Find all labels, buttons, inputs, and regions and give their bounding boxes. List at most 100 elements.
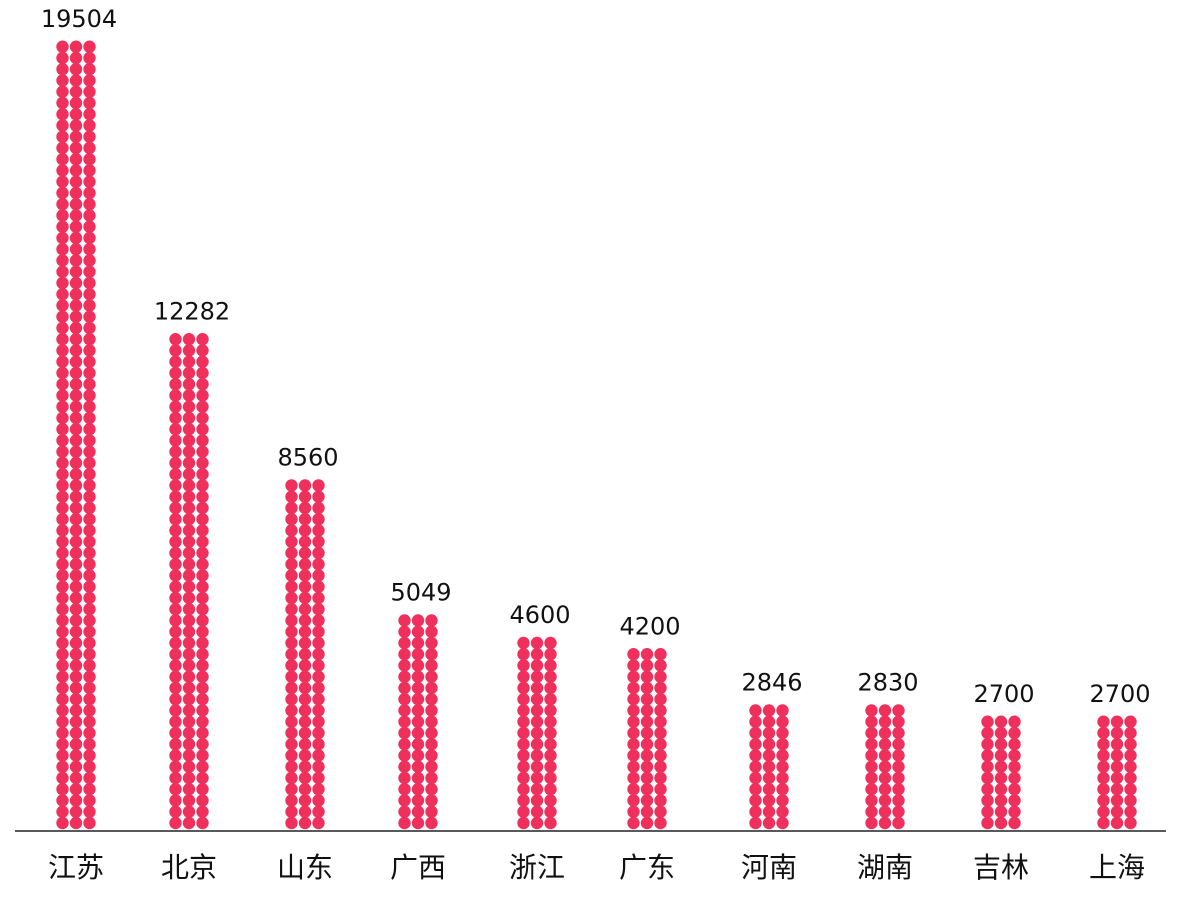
bar-dot [56,63,69,76]
bar-dot [1008,783,1021,796]
bar-dot [411,614,425,627]
bar-dot [892,726,905,740]
bar-dot [69,400,83,413]
bar-dot [69,738,83,751]
bar-dot [285,805,298,818]
bar-dot [83,175,96,188]
bar-dot [83,569,96,582]
bar-dot [169,681,182,695]
bar-dot [865,738,878,751]
bar-dot [285,704,298,717]
bar-dot [182,378,196,391]
bar-dot [517,648,530,661]
bar-dot [182,423,196,436]
bar-dot [530,659,544,672]
bar-dot [654,704,667,717]
bar-dot [285,648,298,661]
bar-dot [285,816,298,830]
bar-dot [69,805,83,818]
bar-dot [892,715,905,728]
bar-dot [312,524,325,537]
bar-dot [285,771,298,785]
bar-dot [517,726,530,740]
bar-dot [83,85,96,98]
bar-dot [517,760,530,773]
bar-dot [56,524,69,537]
bar-dot [169,366,182,380]
bar-dot [196,400,209,413]
bar-dot [981,783,994,796]
bar-dot [169,524,182,537]
bar-dot [544,771,557,785]
bar-dot [285,715,298,728]
bar-dot [1008,760,1021,773]
bar-dot [196,333,209,346]
bar-dot [56,569,69,582]
bar-dot [83,423,96,436]
bar-dot [182,636,196,650]
bar-dot [544,670,557,683]
bar-dot [83,51,96,65]
bar-dot [994,816,1008,830]
bar-dot [398,805,411,818]
bar-dot [312,546,325,560]
bar-dot [169,400,182,413]
bar-dot [56,130,69,143]
bar-dot [425,636,438,650]
bar-dot [182,794,196,807]
bar-dot [312,513,325,526]
bar-dot [69,63,83,76]
bar-dot [627,794,640,807]
bar-dot [411,636,425,650]
bar-dot [762,749,776,762]
bar-dot [285,693,298,706]
bar-dot [530,704,544,717]
bar-dot [640,715,654,728]
bar-dot [285,681,298,695]
bar-dot [196,411,209,425]
bar-dot [425,704,438,717]
bar-dot [517,794,530,807]
bar-dot [56,805,69,818]
bar-dot [56,636,69,650]
bar-湖南 [865,704,905,830]
bar-dot [425,681,438,695]
bar-dot [994,738,1008,751]
bar-dot [69,479,83,492]
bar-dot [878,760,892,773]
bar-dot [69,704,83,717]
bar-dot [83,490,96,503]
bar-dot [640,805,654,818]
bar-dot [182,524,196,537]
bar-dot [83,546,96,560]
bar-dot [69,276,83,290]
bar-dot [398,636,411,650]
bar-dot [83,310,96,323]
bar-dot [425,794,438,807]
bar-dot [994,783,1008,796]
bar-dot [83,535,96,548]
bar-dot [196,614,209,627]
bar-河南 [749,704,789,830]
bar-dot [411,715,425,728]
bar-dot [398,659,411,672]
bar-dot [865,704,878,717]
bar-dot [544,738,557,751]
bar-dot [169,501,182,515]
bar-dot [285,614,298,627]
bar-dot [298,535,312,548]
bar-dot [182,558,196,571]
bar-dot [654,670,667,683]
bar-dot [69,265,83,278]
bar-dot [981,816,994,830]
bar-dot [182,591,196,605]
value-label: 12282 [154,297,230,325]
bar-dot [298,614,312,627]
bar-dot [69,468,83,481]
bar-dot [56,164,69,177]
bar-dot [56,749,69,762]
bar-dot [169,648,182,661]
bar-dot [517,783,530,796]
bar-dot [169,535,182,548]
bar-dot [56,816,69,830]
